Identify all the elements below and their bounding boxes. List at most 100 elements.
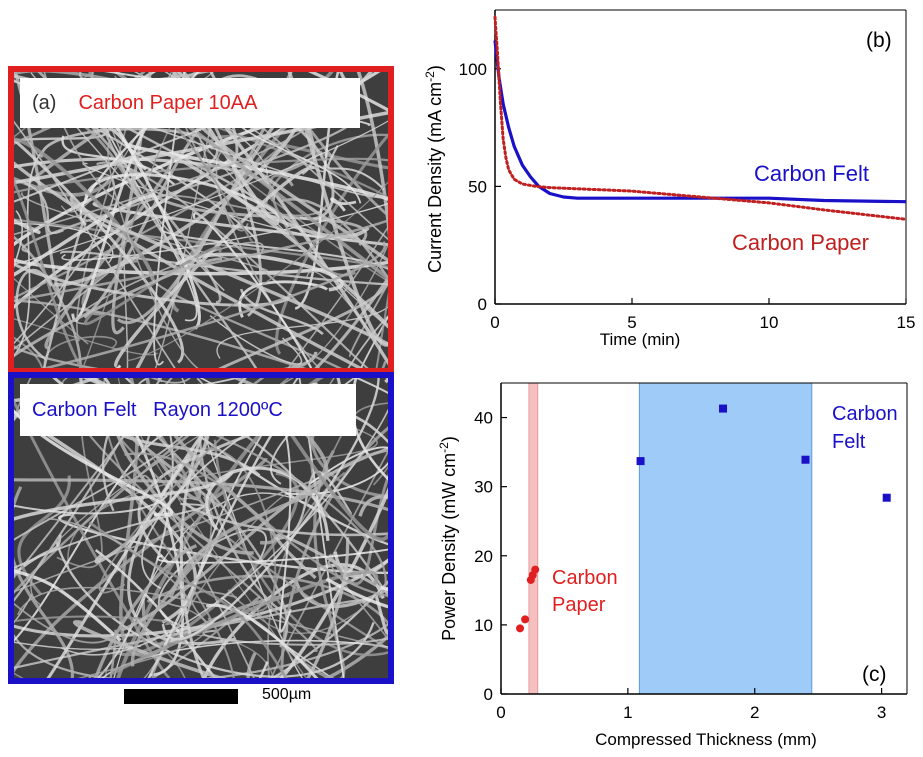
chart-c-point-carbon-felt <box>719 404 728 413</box>
sem-fiber <box>14 219 41 235</box>
sem-fiber <box>182 501 388 537</box>
sem-fiber <box>360 315 388 368</box>
sem-fiber <box>238 280 329 318</box>
chart-b-x-tick-label: 5 <box>627 313 636 332</box>
sem-fiber <box>14 486 74 678</box>
sem-fiber <box>268 174 357 277</box>
sem-fiber <box>14 638 186 678</box>
sem-fiber <box>14 120 388 265</box>
sem-fiber <box>14 615 172 626</box>
sem-fiber <box>14 137 155 281</box>
sem-fiber <box>358 495 388 517</box>
sem-fiber <box>14 602 117 644</box>
chart-b-panel-tag: (b) <box>866 29 892 52</box>
sem-fiber <box>14 593 33 624</box>
sem-fiber <box>14 470 234 521</box>
chart-b-y-axis-label: Current Density (mA cm-2) <box>423 65 445 273</box>
sem-fiber <box>60 250 388 286</box>
sem-fiber <box>14 80 388 199</box>
carbon-felt-sem-image: Carbon Felt Rayon 1200ºC <box>8 372 394 684</box>
chart-b-series-label-carbon-paper: Carbon Paper <box>732 230 869 255</box>
sem-fiber <box>116 378 388 678</box>
carbon-felt-label: Carbon Felt Rayon 1200ºC <box>32 398 283 421</box>
sem-fiber <box>264 133 388 205</box>
sem-fiber <box>275 533 388 594</box>
sem-fiber <box>161 378 380 641</box>
sem-fiber <box>111 72 152 334</box>
sem-fiber <box>14 641 141 650</box>
sem-fiber <box>24 181 64 235</box>
sem-fiber <box>103 378 185 677</box>
chart-c-point-carbon-felt <box>882 493 891 502</box>
sem-fiber <box>249 582 388 634</box>
sem-fiber <box>215 148 321 368</box>
sem-fiber <box>213 439 388 657</box>
sem-fiber <box>14 502 205 570</box>
sem-fiber <box>128 434 221 508</box>
sem-fiber <box>195 128 388 329</box>
chart-b-y-tick-label: 100 <box>459 60 487 79</box>
sem-fiber <box>30 378 294 606</box>
sem-fiber <box>181 378 304 678</box>
sem-fiber <box>14 494 168 515</box>
sem-fiber <box>156 548 388 564</box>
sem-fiber <box>127 181 388 362</box>
sem-fiber <box>58 513 388 574</box>
sem-fiber <box>117 378 307 678</box>
sem-fiber <box>310 421 388 498</box>
sem-fiber <box>14 210 23 269</box>
sem-fiber <box>14 120 176 368</box>
sem-fiber <box>267 471 346 678</box>
chart-c-series-label-carbon-paper-line1: Carbon <box>552 567 618 589</box>
chart-b-x-tick-label: 0 <box>490 313 499 332</box>
sem-fiber <box>153 72 186 366</box>
chart-c-point-carbon-paper <box>531 565 540 574</box>
sem-fiber <box>176 72 388 366</box>
chart-c-x-axis-label: Compressed Thickness (mm) <box>595 730 817 749</box>
sem-fiber <box>14 218 388 269</box>
chart-b-series-label-carbon-felt: Carbon Felt <box>754 161 869 186</box>
sem-fiber <box>302 220 388 367</box>
chart-c-x-tick-label: 0 <box>496 703 505 722</box>
sem-fiber <box>287 225 388 368</box>
chart-b-series-line-carbon-paper <box>493 15 908 221</box>
chart-b-y-tick-label: 0 <box>478 295 487 314</box>
sem-fiber <box>72 620 227 678</box>
sem-fiber <box>125 141 388 201</box>
sem-fiber <box>374 595 388 635</box>
sem-fiber <box>41 241 387 368</box>
sem-fiber <box>309 378 336 518</box>
sem-fiber <box>14 257 223 358</box>
sem-fiber <box>42 213 88 368</box>
sem-fiber <box>328 473 388 586</box>
scale-bar <box>124 689 238 704</box>
chart-c-point-carbon-paper <box>521 615 530 624</box>
sem-fiber <box>327 145 385 191</box>
sem-fiber <box>201 447 277 612</box>
sem-fiber <box>61 135 176 186</box>
sem-fiber <box>69 195 388 346</box>
chart-c-x-tick-label: 1 <box>623 703 632 722</box>
sem-fiber <box>111 570 379 675</box>
chart-c-x-tick-label: 2 <box>750 703 759 722</box>
sem-fiber <box>150 378 191 384</box>
sem-fiber <box>209 72 239 167</box>
sem-fiber <box>149 275 342 368</box>
chart-b-y-tick-label: 50 <box>468 177 487 196</box>
sem-fiber <box>60 408 388 656</box>
sem-fiber <box>239 288 324 336</box>
chart-c-y-tick-label: 30 <box>474 478 493 497</box>
panel-a-tag: (a) <box>32 91 57 114</box>
sem-fiber <box>205 603 319 678</box>
sem-fiber <box>113 72 388 281</box>
chart-c-y-axis-label: Power Density (mW cm-2) <box>437 436 459 641</box>
sem-fiber <box>107 137 199 368</box>
sem-fiber <box>314 275 388 368</box>
sem-fiber <box>14 568 122 642</box>
sem-fiber <box>14 157 388 194</box>
sem-fiber <box>14 336 43 368</box>
chart-c-y-tick-label: 10 <box>474 616 493 635</box>
chart-c-highlight-band <box>528 383 538 694</box>
sem-fiber <box>14 193 156 277</box>
sem-fiber <box>350 378 388 481</box>
